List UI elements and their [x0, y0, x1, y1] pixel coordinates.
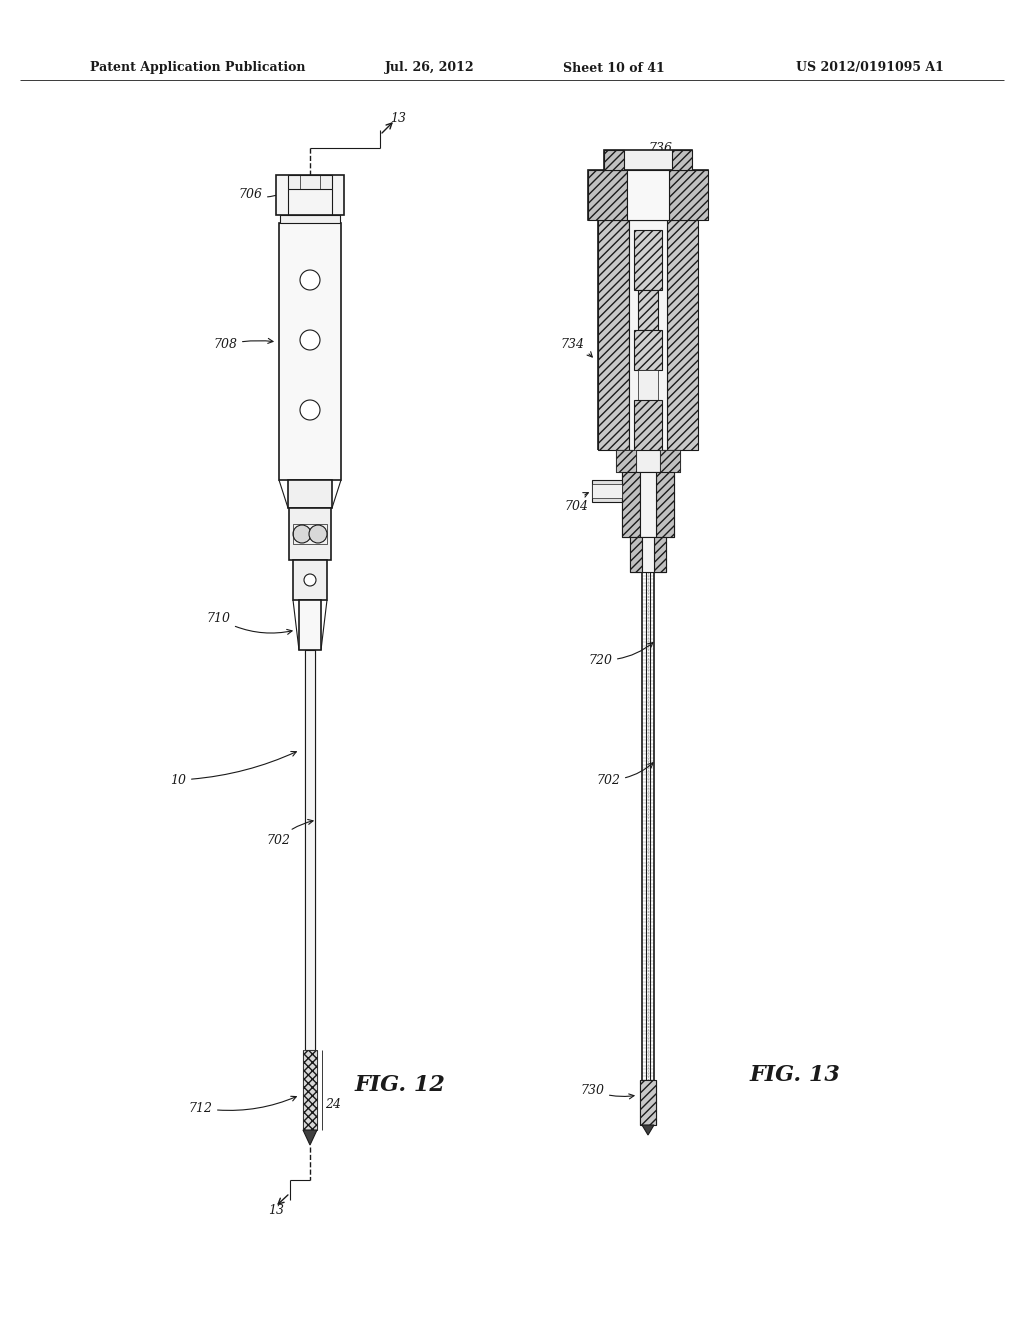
Circle shape [300, 330, 319, 350]
Bar [303, 1049, 317, 1130]
Text: 720: 720 [588, 643, 653, 667]
Text: Patent Application Publication: Patent Application Publication [90, 62, 305, 74]
Bar [289, 508, 331, 560]
Text: 704: 704 [564, 492, 589, 512]
Text: 730: 730 [580, 1084, 634, 1098]
Bar [622, 473, 674, 537]
Bar [660, 450, 680, 473]
Bar [598, 220, 629, 450]
Text: 13: 13 [390, 111, 406, 124]
Bar [627, 170, 669, 220]
Bar [616, 450, 636, 473]
Bar [640, 1080, 656, 1125]
Text: Jul. 26, 2012: Jul. 26, 2012 [385, 62, 475, 74]
Bar [279, 223, 341, 480]
Bar [654, 537, 666, 572]
Bar [629, 220, 667, 450]
Bar [656, 473, 674, 537]
Bar [630, 537, 666, 572]
Circle shape [300, 400, 319, 420]
Bar [616, 450, 680, 473]
Bar [305, 649, 315, 1049]
Bar [640, 473, 656, 537]
Text: 13: 13 [268, 1204, 284, 1217]
Circle shape [293, 525, 311, 543]
Bar [592, 480, 622, 502]
Bar [293, 560, 327, 601]
Text: FIG. 13: FIG. 13 [750, 1064, 841, 1086]
Text: 702: 702 [266, 820, 313, 846]
Text: FIG. 12: FIG. 12 [355, 1074, 445, 1096]
Circle shape [300, 271, 319, 290]
Text: 736: 736 [642, 141, 672, 161]
Bar [604, 150, 624, 170]
Text: 706: 706 [238, 189, 289, 202]
Bar [299, 601, 321, 649]
Bar [667, 220, 698, 450]
Bar [604, 150, 692, 170]
Bar [592, 484, 622, 498]
Polygon shape [303, 1130, 317, 1144]
Polygon shape [642, 1125, 654, 1135]
Bar [634, 230, 662, 290]
Text: 734: 734 [560, 338, 592, 356]
Text: 702: 702 [596, 763, 653, 787]
Bar [672, 150, 692, 170]
Text: 708: 708 [213, 338, 273, 351]
Bar [642, 537, 654, 572]
Text: 710: 710 [206, 611, 292, 635]
Bar [638, 370, 658, 400]
Bar [276, 176, 344, 215]
Bar [288, 480, 332, 508]
Bar [622, 473, 640, 537]
Text: 24: 24 [325, 1098, 341, 1111]
Text: US 2012/0191095 A1: US 2012/0191095 A1 [796, 62, 944, 74]
Bar [280, 215, 340, 223]
Bar [634, 400, 662, 455]
Circle shape [304, 574, 316, 586]
Text: 10: 10 [170, 751, 296, 787]
Bar [288, 176, 332, 189]
Bar [636, 450, 660, 473]
Bar [669, 170, 708, 220]
Bar [588, 170, 627, 220]
Circle shape [309, 525, 327, 543]
Bar [293, 524, 327, 544]
Bar [630, 537, 642, 572]
Bar [588, 170, 708, 220]
Bar [638, 290, 658, 330]
Text: Sheet 10 of 41: Sheet 10 of 41 [563, 62, 665, 74]
Bar [634, 330, 662, 370]
Text: 712: 712 [188, 1097, 296, 1114]
